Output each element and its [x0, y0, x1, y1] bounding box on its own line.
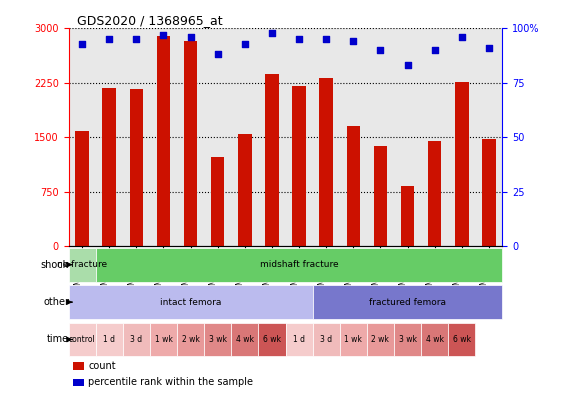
- Text: time: time: [47, 335, 69, 345]
- Text: 3 wk: 3 wk: [208, 335, 227, 344]
- FancyBboxPatch shape: [96, 323, 123, 356]
- Point: [349, 38, 358, 45]
- FancyBboxPatch shape: [69, 323, 96, 356]
- Point: [430, 47, 439, 53]
- Text: 1 d: 1 d: [293, 335, 305, 344]
- Bar: [156, 36, 170, 246]
- Point: [186, 34, 195, 40]
- Bar: [347, 126, 360, 246]
- Point: [104, 36, 114, 43]
- Bar: [211, 157, 224, 246]
- FancyBboxPatch shape: [177, 323, 204, 356]
- Point: [484, 45, 493, 51]
- FancyBboxPatch shape: [150, 323, 177, 356]
- Bar: [75, 131, 89, 246]
- Text: 2 wk: 2 wk: [182, 335, 199, 344]
- FancyBboxPatch shape: [367, 323, 394, 356]
- Bar: [428, 141, 441, 246]
- FancyBboxPatch shape: [313, 285, 502, 319]
- Bar: [73, 362, 84, 369]
- Point: [457, 34, 467, 40]
- Text: 1 wk: 1 wk: [155, 335, 172, 344]
- Text: 3 wk: 3 wk: [399, 335, 417, 344]
- Bar: [319, 78, 333, 246]
- Text: 6 wk: 6 wk: [453, 335, 471, 344]
- FancyBboxPatch shape: [313, 323, 340, 356]
- Text: fractured femora: fractured femora: [369, 298, 446, 307]
- Text: 3 d: 3 d: [320, 335, 332, 344]
- FancyBboxPatch shape: [421, 323, 448, 356]
- Text: 1 d: 1 d: [103, 335, 115, 344]
- Text: no fracture: no fracture: [57, 260, 107, 269]
- FancyBboxPatch shape: [231, 323, 258, 356]
- Bar: [130, 89, 143, 246]
- Text: count: count: [88, 360, 116, 371]
- Bar: [455, 82, 469, 246]
- Text: control: control: [69, 335, 95, 344]
- Point: [376, 47, 385, 53]
- Bar: [73, 379, 84, 386]
- Point: [159, 32, 168, 38]
- Text: midshaft fracture: midshaft fracture: [260, 260, 339, 269]
- Bar: [482, 139, 496, 246]
- FancyBboxPatch shape: [394, 323, 421, 356]
- Bar: [292, 86, 306, 246]
- Bar: [102, 88, 116, 246]
- Bar: [238, 134, 252, 246]
- Text: shock: shock: [41, 260, 69, 270]
- Point: [403, 62, 412, 68]
- Bar: [184, 41, 198, 246]
- FancyBboxPatch shape: [204, 323, 231, 356]
- Point: [213, 51, 222, 58]
- FancyBboxPatch shape: [123, 323, 150, 356]
- FancyBboxPatch shape: [286, 323, 313, 356]
- Point: [295, 36, 304, 43]
- Point: [240, 40, 250, 47]
- Bar: [265, 74, 279, 246]
- Bar: [373, 146, 387, 246]
- FancyBboxPatch shape: [340, 323, 367, 356]
- Text: 6 wk: 6 wk: [263, 335, 281, 344]
- Point: [78, 40, 87, 47]
- Text: 1 wk: 1 wk: [344, 335, 362, 344]
- FancyBboxPatch shape: [69, 285, 313, 319]
- Text: 4 wk: 4 wk: [236, 335, 254, 344]
- Text: GDS2020 / 1368965_at: GDS2020 / 1368965_at: [77, 14, 223, 27]
- Text: intact femora: intact femora: [160, 298, 221, 307]
- Point: [321, 36, 331, 43]
- Text: 4 wk: 4 wk: [425, 335, 444, 344]
- Text: percentile rank within the sample: percentile rank within the sample: [88, 377, 253, 387]
- FancyBboxPatch shape: [69, 248, 96, 281]
- Text: 2 wk: 2 wk: [372, 335, 389, 344]
- Text: other: other: [43, 297, 69, 307]
- Bar: [401, 186, 415, 246]
- FancyBboxPatch shape: [96, 248, 502, 281]
- FancyBboxPatch shape: [448, 323, 475, 356]
- Text: 3 d: 3 d: [130, 335, 142, 344]
- FancyBboxPatch shape: [258, 323, 286, 356]
- Point: [132, 36, 141, 43]
- Point: [267, 30, 276, 36]
